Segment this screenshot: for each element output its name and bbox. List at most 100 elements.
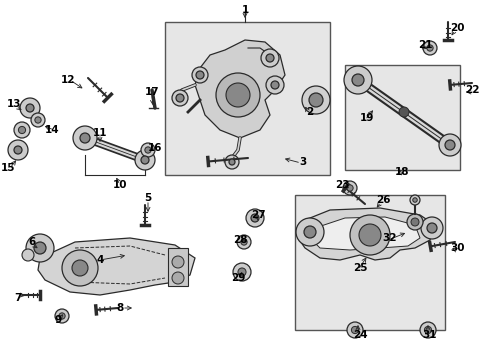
Text: 14: 14 xyxy=(44,125,59,135)
Circle shape xyxy=(20,98,40,118)
Polygon shape xyxy=(195,40,285,138)
Circle shape xyxy=(351,327,358,334)
Text: 12: 12 xyxy=(61,75,75,85)
Circle shape xyxy=(302,86,329,114)
Text: 10: 10 xyxy=(113,180,127,190)
Circle shape xyxy=(192,67,207,83)
Circle shape xyxy=(216,73,260,117)
Circle shape xyxy=(265,54,273,62)
Bar xyxy=(294,195,444,330)
Circle shape xyxy=(55,309,69,323)
Circle shape xyxy=(346,185,352,191)
Circle shape xyxy=(238,268,245,276)
Text: 22: 22 xyxy=(464,85,478,95)
Text: 1: 1 xyxy=(241,5,248,15)
Text: 21: 21 xyxy=(417,40,431,50)
Circle shape xyxy=(72,260,88,276)
Circle shape xyxy=(410,218,418,226)
Circle shape xyxy=(62,250,98,286)
Circle shape xyxy=(172,90,187,106)
Circle shape xyxy=(228,159,235,165)
Circle shape xyxy=(172,272,183,284)
Circle shape xyxy=(141,156,149,164)
Circle shape xyxy=(34,242,46,254)
Circle shape xyxy=(444,140,454,150)
Circle shape xyxy=(419,322,435,338)
Circle shape xyxy=(349,215,389,255)
Circle shape xyxy=(406,214,422,230)
Polygon shape xyxy=(309,217,419,250)
Circle shape xyxy=(22,249,34,261)
Circle shape xyxy=(343,66,371,94)
Circle shape xyxy=(308,93,323,107)
Circle shape xyxy=(26,234,54,262)
Circle shape xyxy=(409,195,419,205)
Text: 4: 4 xyxy=(96,255,103,265)
Text: 8: 8 xyxy=(116,303,123,313)
Circle shape xyxy=(420,217,442,239)
Text: 17: 17 xyxy=(144,87,159,97)
Bar xyxy=(164,22,329,175)
Circle shape xyxy=(250,214,259,222)
Circle shape xyxy=(426,223,436,233)
Text: 15: 15 xyxy=(1,163,15,173)
Text: 18: 18 xyxy=(394,167,408,177)
Text: 23: 23 xyxy=(334,180,348,190)
Text: 5: 5 xyxy=(144,193,151,203)
Circle shape xyxy=(80,133,90,143)
Circle shape xyxy=(225,83,249,107)
Circle shape xyxy=(426,45,432,51)
Circle shape xyxy=(135,150,155,170)
Circle shape xyxy=(59,313,65,319)
Circle shape xyxy=(412,198,416,202)
Circle shape xyxy=(245,209,264,227)
Circle shape xyxy=(265,76,284,94)
Circle shape xyxy=(261,49,279,67)
Circle shape xyxy=(73,126,97,150)
Circle shape xyxy=(398,107,408,117)
Polygon shape xyxy=(297,208,434,260)
Text: 24: 24 xyxy=(352,330,366,340)
Text: 11: 11 xyxy=(93,128,107,138)
Text: 31: 31 xyxy=(422,330,436,340)
Circle shape xyxy=(304,226,315,238)
Circle shape xyxy=(424,327,431,334)
Text: 25: 25 xyxy=(352,263,366,273)
Circle shape xyxy=(176,94,183,102)
Circle shape xyxy=(35,117,41,123)
Text: 3: 3 xyxy=(299,157,306,167)
Text: 19: 19 xyxy=(359,113,373,123)
Circle shape xyxy=(351,74,363,86)
Circle shape xyxy=(346,322,362,338)
Circle shape xyxy=(295,218,324,246)
Text: 2: 2 xyxy=(306,107,313,117)
Circle shape xyxy=(26,104,34,112)
Text: 32: 32 xyxy=(382,233,396,243)
Bar xyxy=(168,248,187,286)
Polygon shape xyxy=(38,238,195,295)
Text: 16: 16 xyxy=(147,143,162,153)
Text: 13: 13 xyxy=(7,99,21,109)
Text: 26: 26 xyxy=(375,195,389,205)
Circle shape xyxy=(270,81,279,89)
Text: 20: 20 xyxy=(449,23,463,33)
Circle shape xyxy=(31,113,45,127)
Text: 28: 28 xyxy=(232,235,247,245)
Text: 9: 9 xyxy=(54,315,61,325)
Circle shape xyxy=(14,122,30,138)
Circle shape xyxy=(196,71,203,79)
Text: 29: 29 xyxy=(230,273,244,283)
Circle shape xyxy=(422,41,436,55)
Circle shape xyxy=(232,263,250,281)
Text: 7: 7 xyxy=(14,293,21,303)
Circle shape xyxy=(342,181,356,195)
Circle shape xyxy=(358,224,380,246)
Circle shape xyxy=(241,239,246,245)
Circle shape xyxy=(19,126,25,134)
Circle shape xyxy=(8,140,28,160)
Text: 30: 30 xyxy=(450,243,464,253)
Circle shape xyxy=(237,235,250,249)
Text: 27: 27 xyxy=(250,210,265,220)
Text: 6: 6 xyxy=(28,237,36,247)
Circle shape xyxy=(172,256,183,268)
